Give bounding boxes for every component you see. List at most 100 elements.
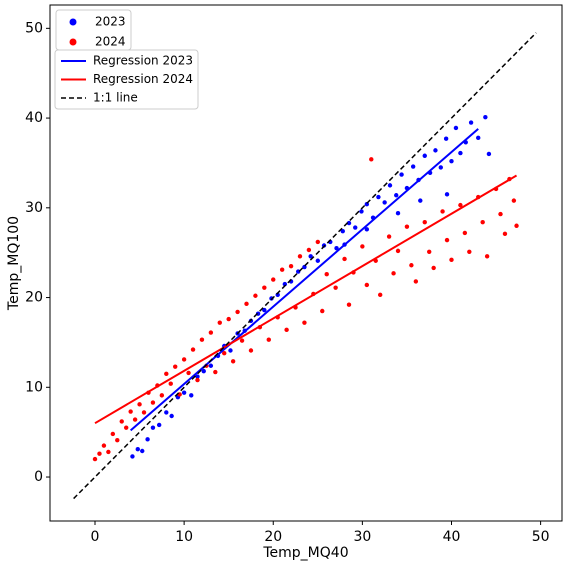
point	[189, 393, 194, 398]
point	[458, 202, 463, 208]
point	[413, 279, 419, 284]
point	[364, 282, 370, 288]
point	[140, 448, 145, 454]
legend-marker	[69, 38, 77, 46]
point	[159, 393, 165, 398]
point	[248, 348, 254, 353]
point	[382, 200, 387, 205]
x-tick-label: 20	[264, 529, 282, 545]
legend-label: Regression 2023	[93, 54, 193, 68]
point	[444, 237, 450, 243]
point	[511, 198, 517, 203]
point	[404, 224, 410, 229]
point	[244, 301, 249, 307]
point	[106, 449, 111, 455]
point	[235, 309, 240, 315]
point	[386, 234, 392, 239]
point	[369, 157, 374, 162]
point	[418, 198, 423, 203]
point	[208, 363, 214, 368]
point	[364, 227, 370, 232]
legend: 2023 2024	[55, 9, 132, 51]
point	[97, 451, 102, 456]
point	[377, 292, 383, 298]
point	[173, 364, 178, 369]
legend-label: 2023	[95, 15, 126, 29]
legend-label: Regression 2024	[93, 72, 193, 86]
regression-line	[94, 174, 518, 425]
point	[410, 164, 416, 169]
point	[315, 258, 321, 263]
point	[150, 425, 156, 430]
point	[360, 244, 365, 249]
point	[302, 320, 307, 325]
point	[431, 265, 436, 271]
point	[391, 271, 396, 276]
point	[376, 194, 381, 200]
point	[199, 337, 205, 342]
point	[306, 247, 312, 253]
point	[443, 136, 449, 141]
point	[130, 454, 135, 459]
point	[115, 438, 120, 443]
point	[262, 307, 267, 313]
legend-label: 1:1 line	[93, 91, 138, 105]
x-tick-label: 0	[91, 529, 100, 545]
x-tick-label: 40	[443, 529, 461, 545]
point	[110, 431, 116, 437]
y-tick-label: 20	[25, 290, 43, 306]
point	[181, 390, 187, 395]
point	[141, 410, 147, 415]
point	[394, 193, 399, 198]
point	[514, 223, 519, 228]
point	[449, 257, 454, 263]
point	[135, 447, 140, 452]
x-axis-label: Temp_MQ40	[262, 545, 348, 561]
point	[422, 153, 427, 158]
point	[444, 192, 450, 197]
point	[449, 158, 454, 164]
point	[320, 308, 325, 314]
point	[468, 120, 474, 125]
x-tick-label: 50	[532, 529, 550, 545]
y-tick-label: 10	[25, 379, 43, 395]
point	[422, 219, 427, 225]
x-tick-label: 30	[353, 529, 371, 545]
point	[334, 245, 339, 251]
point	[462, 230, 468, 236]
point	[433, 148, 438, 153]
point	[282, 281, 288, 287]
point	[458, 150, 463, 156]
point	[346, 220, 352, 226]
point	[101, 443, 107, 448]
point	[395, 210, 401, 216]
point	[213, 369, 218, 375]
point	[150, 400, 156, 405]
point	[346, 302, 352, 307]
point	[186, 370, 191, 376]
point	[284, 327, 289, 333]
point	[271, 277, 276, 282]
point	[359, 209, 364, 214]
point	[222, 350, 227, 356]
point	[119, 419, 124, 424]
point	[467, 249, 472, 254]
y-tick-label: 0	[34, 469, 43, 485]
point	[399, 172, 404, 177]
point	[308, 254, 313, 259]
point	[164, 371, 169, 377]
y-tick-label: 30	[25, 200, 43, 216]
point	[484, 254, 490, 259]
y-axis-label: Temp_MQ100	[6, 216, 22, 311]
point	[230, 359, 236, 364]
point	[453, 125, 459, 131]
legend-label: 2024	[95, 35, 126, 49]
point	[228, 348, 233, 353]
point	[476, 135, 481, 141]
point	[353, 225, 358, 230]
legend-box	[54, 49, 199, 110]
point	[132, 417, 138, 422]
point	[239, 338, 245, 343]
regression-line	[73, 32, 537, 500]
